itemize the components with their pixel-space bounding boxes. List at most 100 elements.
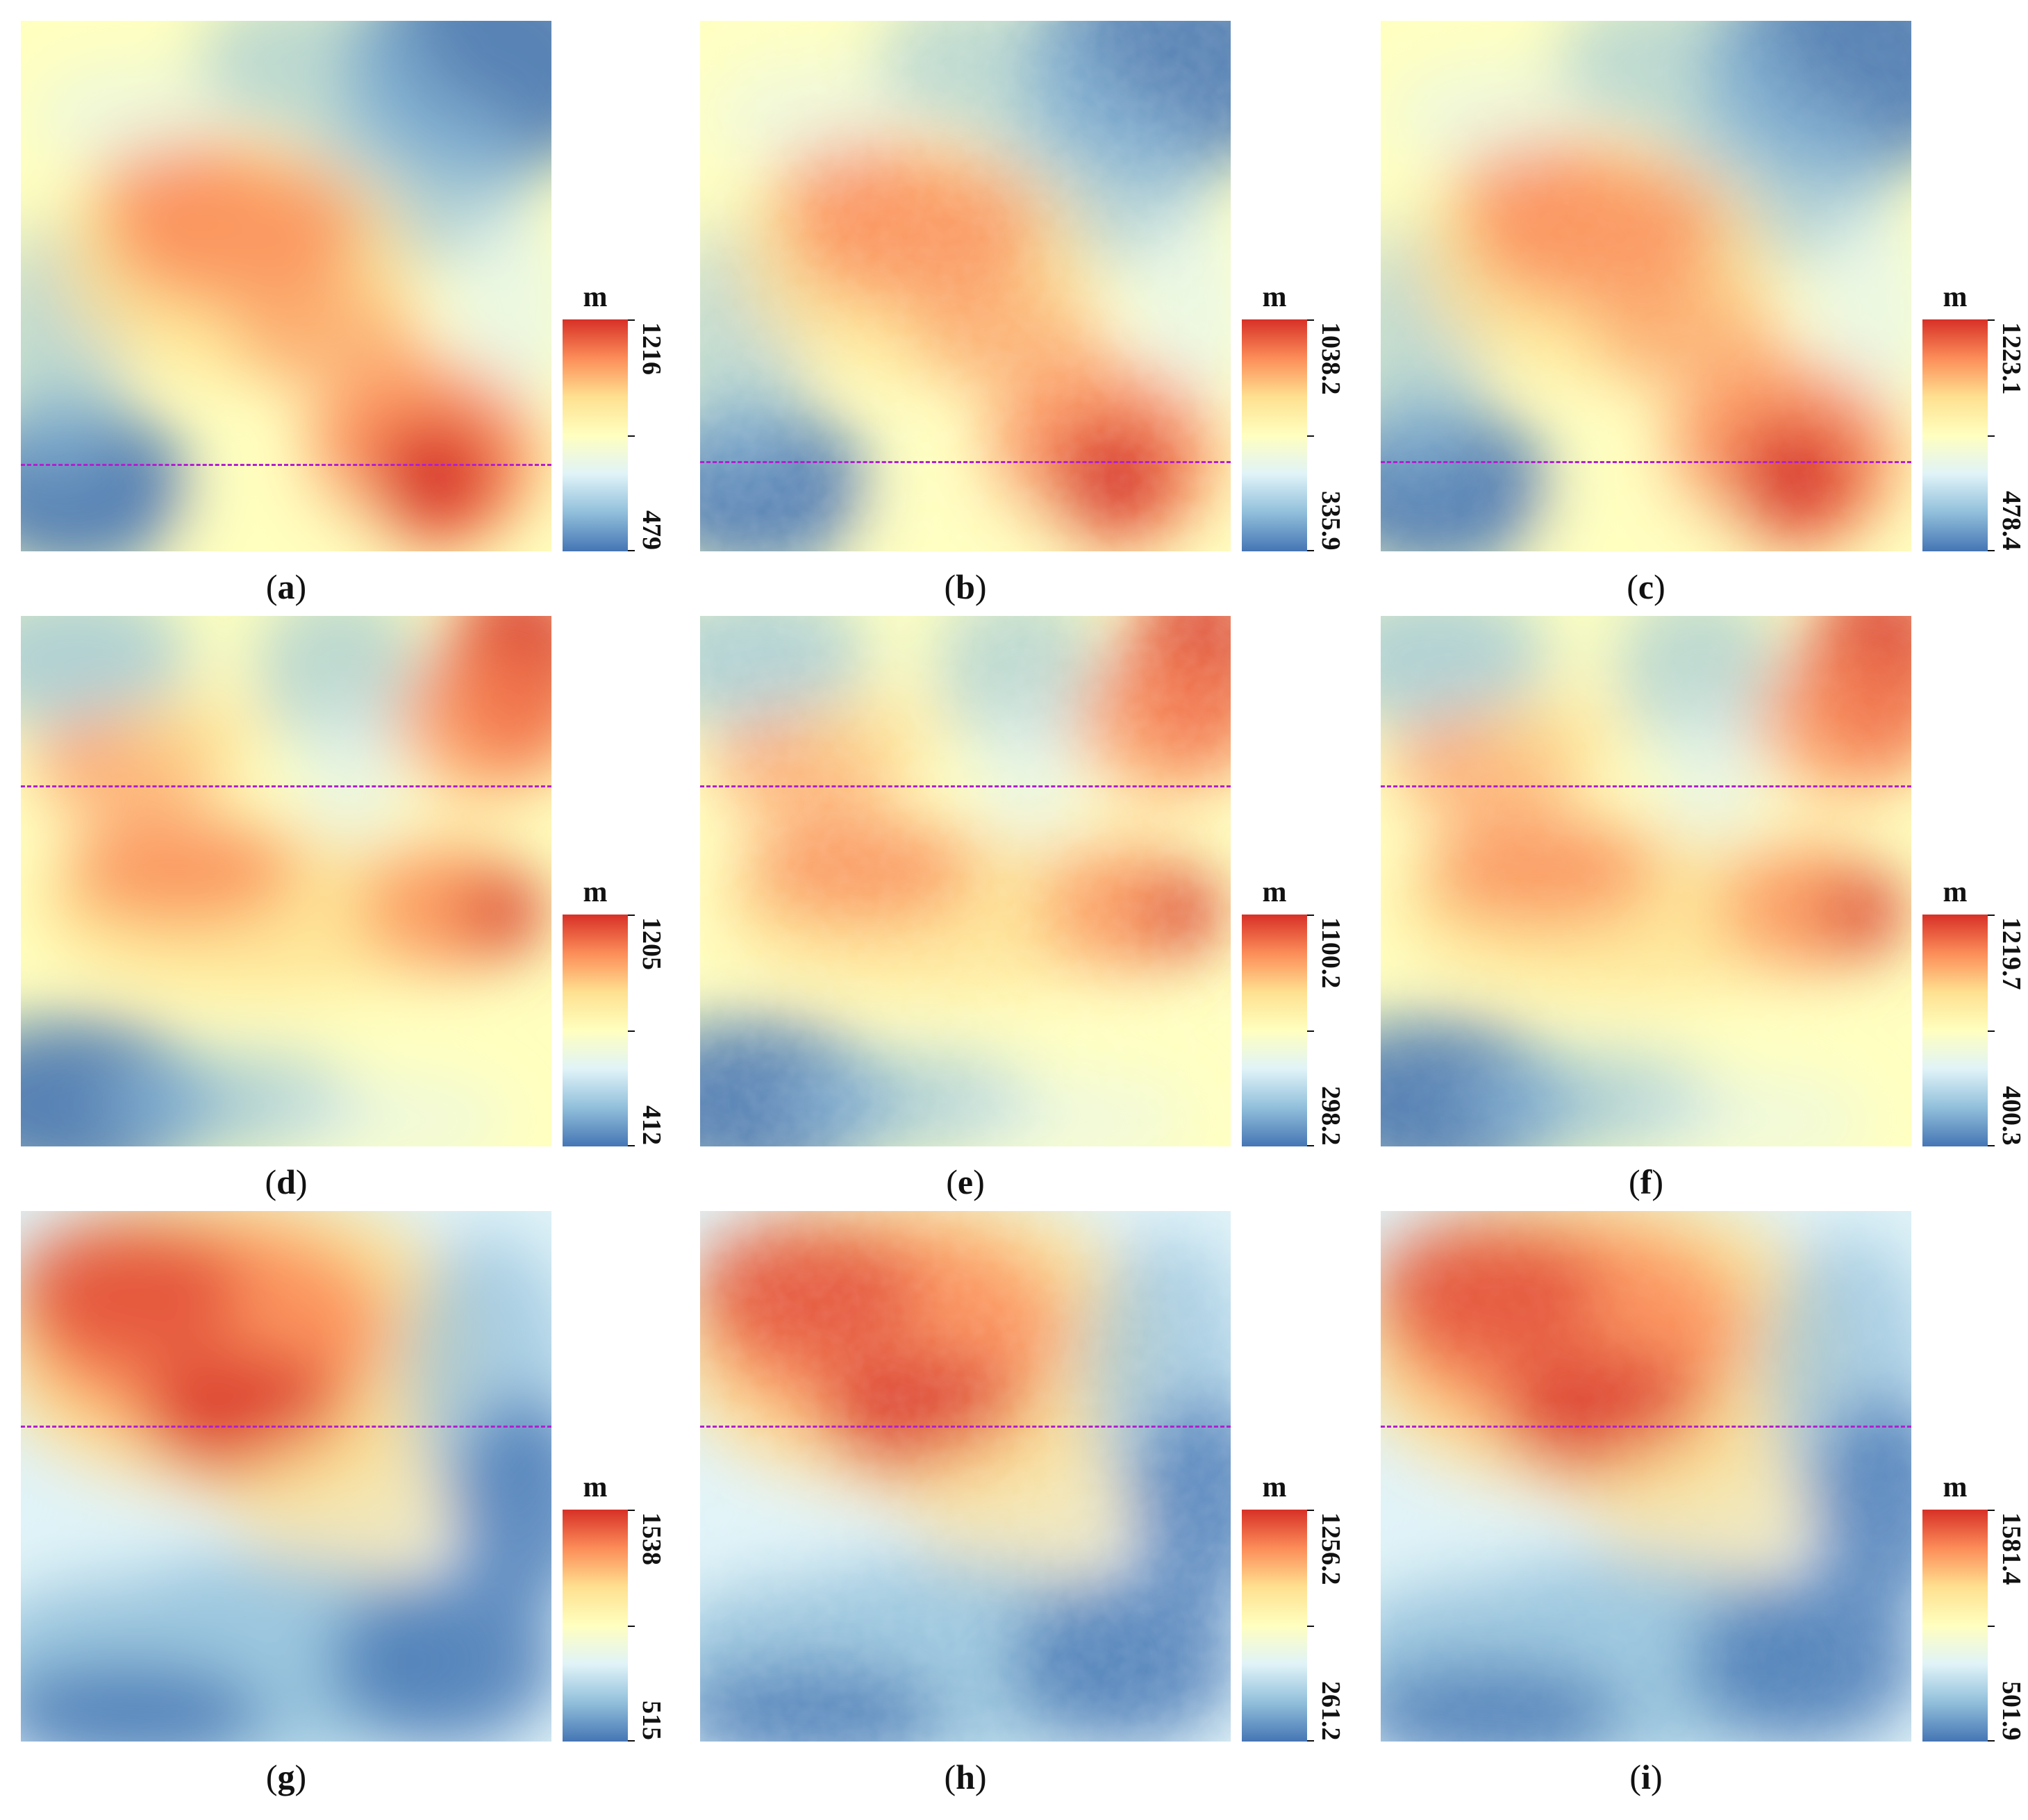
panel-caption: (b) [944,567,987,606]
profile-line [700,1426,1231,1428]
panel-c: m 1223.1 478.4 (c) [1381,21,2028,615]
profile-line [700,461,1231,463]
color-ramp [563,915,628,1146]
legend-min-label: 261.2 [1316,1680,1345,1741]
legend-min-label: 298.2 [1316,1085,1345,1146]
panel-h: m 1256.2 261.2 (h) [700,1211,1378,1805]
legend-min-label: 335.9 [1316,490,1345,551]
elevation-map [700,1211,1231,1742]
panel-letter: e [957,1162,974,1201]
terrain-region [21,1662,265,1742]
profile-line [1381,461,1911,463]
legend-min-label: 412 [637,1105,666,1145]
panel-letter: a [277,567,295,606]
legend-unit: m [583,281,608,313]
terrain-region [461,870,547,955]
terrain-region [329,1577,551,1742]
legend-tick [1307,1510,1314,1511]
dem-raster [21,21,551,551]
terrain-region [196,21,430,138]
color-ramp [1242,319,1307,551]
legend-tick [1307,915,1314,916]
legend-tick [628,319,635,321]
elevation-map [1381,616,1911,1146]
panel-caption: (e) [946,1162,985,1201]
legend-tick [1988,1740,1995,1742]
legend-tick [1307,1626,1314,1627]
panel-letter: b [956,567,975,606]
color-ramp-fill [1922,319,1988,551]
dem-raster [1381,616,1911,1146]
terrain-texture [700,21,1231,551]
panel-caption: (d) [265,1162,308,1201]
color-ramp-fill [563,915,628,1146]
dem-raster [21,1211,551,1742]
color-legend: m 1216 479 [563,21,695,551]
panel-letter: f [1640,1162,1652,1201]
panel-f: m 1219.7 400.3 (f) [1381,616,2028,1210]
elevation-map [1381,21,1911,551]
elevation-map [700,616,1231,1146]
dem-raster [700,1211,1231,1742]
terrain-region [21,1216,244,1365]
legend-tick [1307,435,1314,437]
legend-tick [628,1740,635,1742]
legend-tick [1988,1145,1995,1146]
legend-tick [1307,550,1314,551]
color-legend: m 1581.4 501.9 [1922,1211,2028,1742]
legend-tick [1307,1145,1314,1146]
color-ramp [1242,1510,1307,1742]
legend-max-label: 1538 [637,1512,666,1565]
legend-unit: m [1262,281,1287,313]
terrain-region [275,1077,509,1146]
legend-tick [1988,550,1995,551]
legend-max-label: 1219.7 [1997,917,2026,990]
terrain-region [371,419,499,536]
color-legend: m 1100.2 298.2 [1242,616,1374,1146]
profile-line [21,464,551,466]
panel-b: m 1038.2 335.9 (b) [700,21,1378,615]
legend-unit: m [1943,281,1968,313]
panel-caption: (a) [265,567,307,606]
legend-unit: m [1262,1471,1287,1503]
legend-unit: m [1943,1471,1968,1503]
color-ramp-fill [1242,915,1307,1146]
color-ramp [1922,319,1988,551]
legend-tick [628,1030,635,1032]
color-ramp [563,1510,628,1742]
legend-tick [628,550,635,551]
legend-tick [1307,319,1314,321]
panel-i: m 1581.4 501.9 (i) [1381,1211,2028,1805]
color-legend: m 1538 515 [563,1211,695,1742]
profile-line [700,785,1231,787]
terrain-texture [700,1211,1231,1742]
profile-line [1381,1426,1911,1428]
legend-tick [1988,1626,1995,1627]
panel-a: m 1216 479 (a) [21,21,699,615]
legend-max-label: 1256.2 [1316,1512,1345,1585]
profile-line [1381,785,1911,787]
terrain-texture [1381,616,1911,1146]
legend-max-label: 1216 [637,322,666,375]
panel-g: m 1538 515 (g) [21,1211,699,1805]
legend-unit: m [583,1471,608,1503]
legend-tick [1988,1510,1995,1511]
legend-min-label: 501.9 [1997,1680,2026,1741]
legend-tick [1988,1030,1995,1032]
color-legend: m 1038.2 335.9 [1242,21,1374,551]
legend-tick [628,915,635,916]
color-ramp-fill [563,319,628,551]
panel-caption: (f) [1629,1162,1663,1201]
terrain-region [445,206,551,419]
panel-e: m 1100.2 298.2 (e) [700,616,1378,1210]
terrain-region [392,647,551,796]
legend-tick [628,1145,635,1146]
terrain-region [180,482,392,551]
legend-tick [1307,1740,1314,1742]
color-ramp-fill [563,1510,628,1742]
legend-tick [1988,435,1995,437]
dem-raster [1381,1211,1911,1742]
profile-line [21,785,551,787]
legend-min-label: 515 [637,1701,666,1740]
terrain-region [233,286,424,392]
